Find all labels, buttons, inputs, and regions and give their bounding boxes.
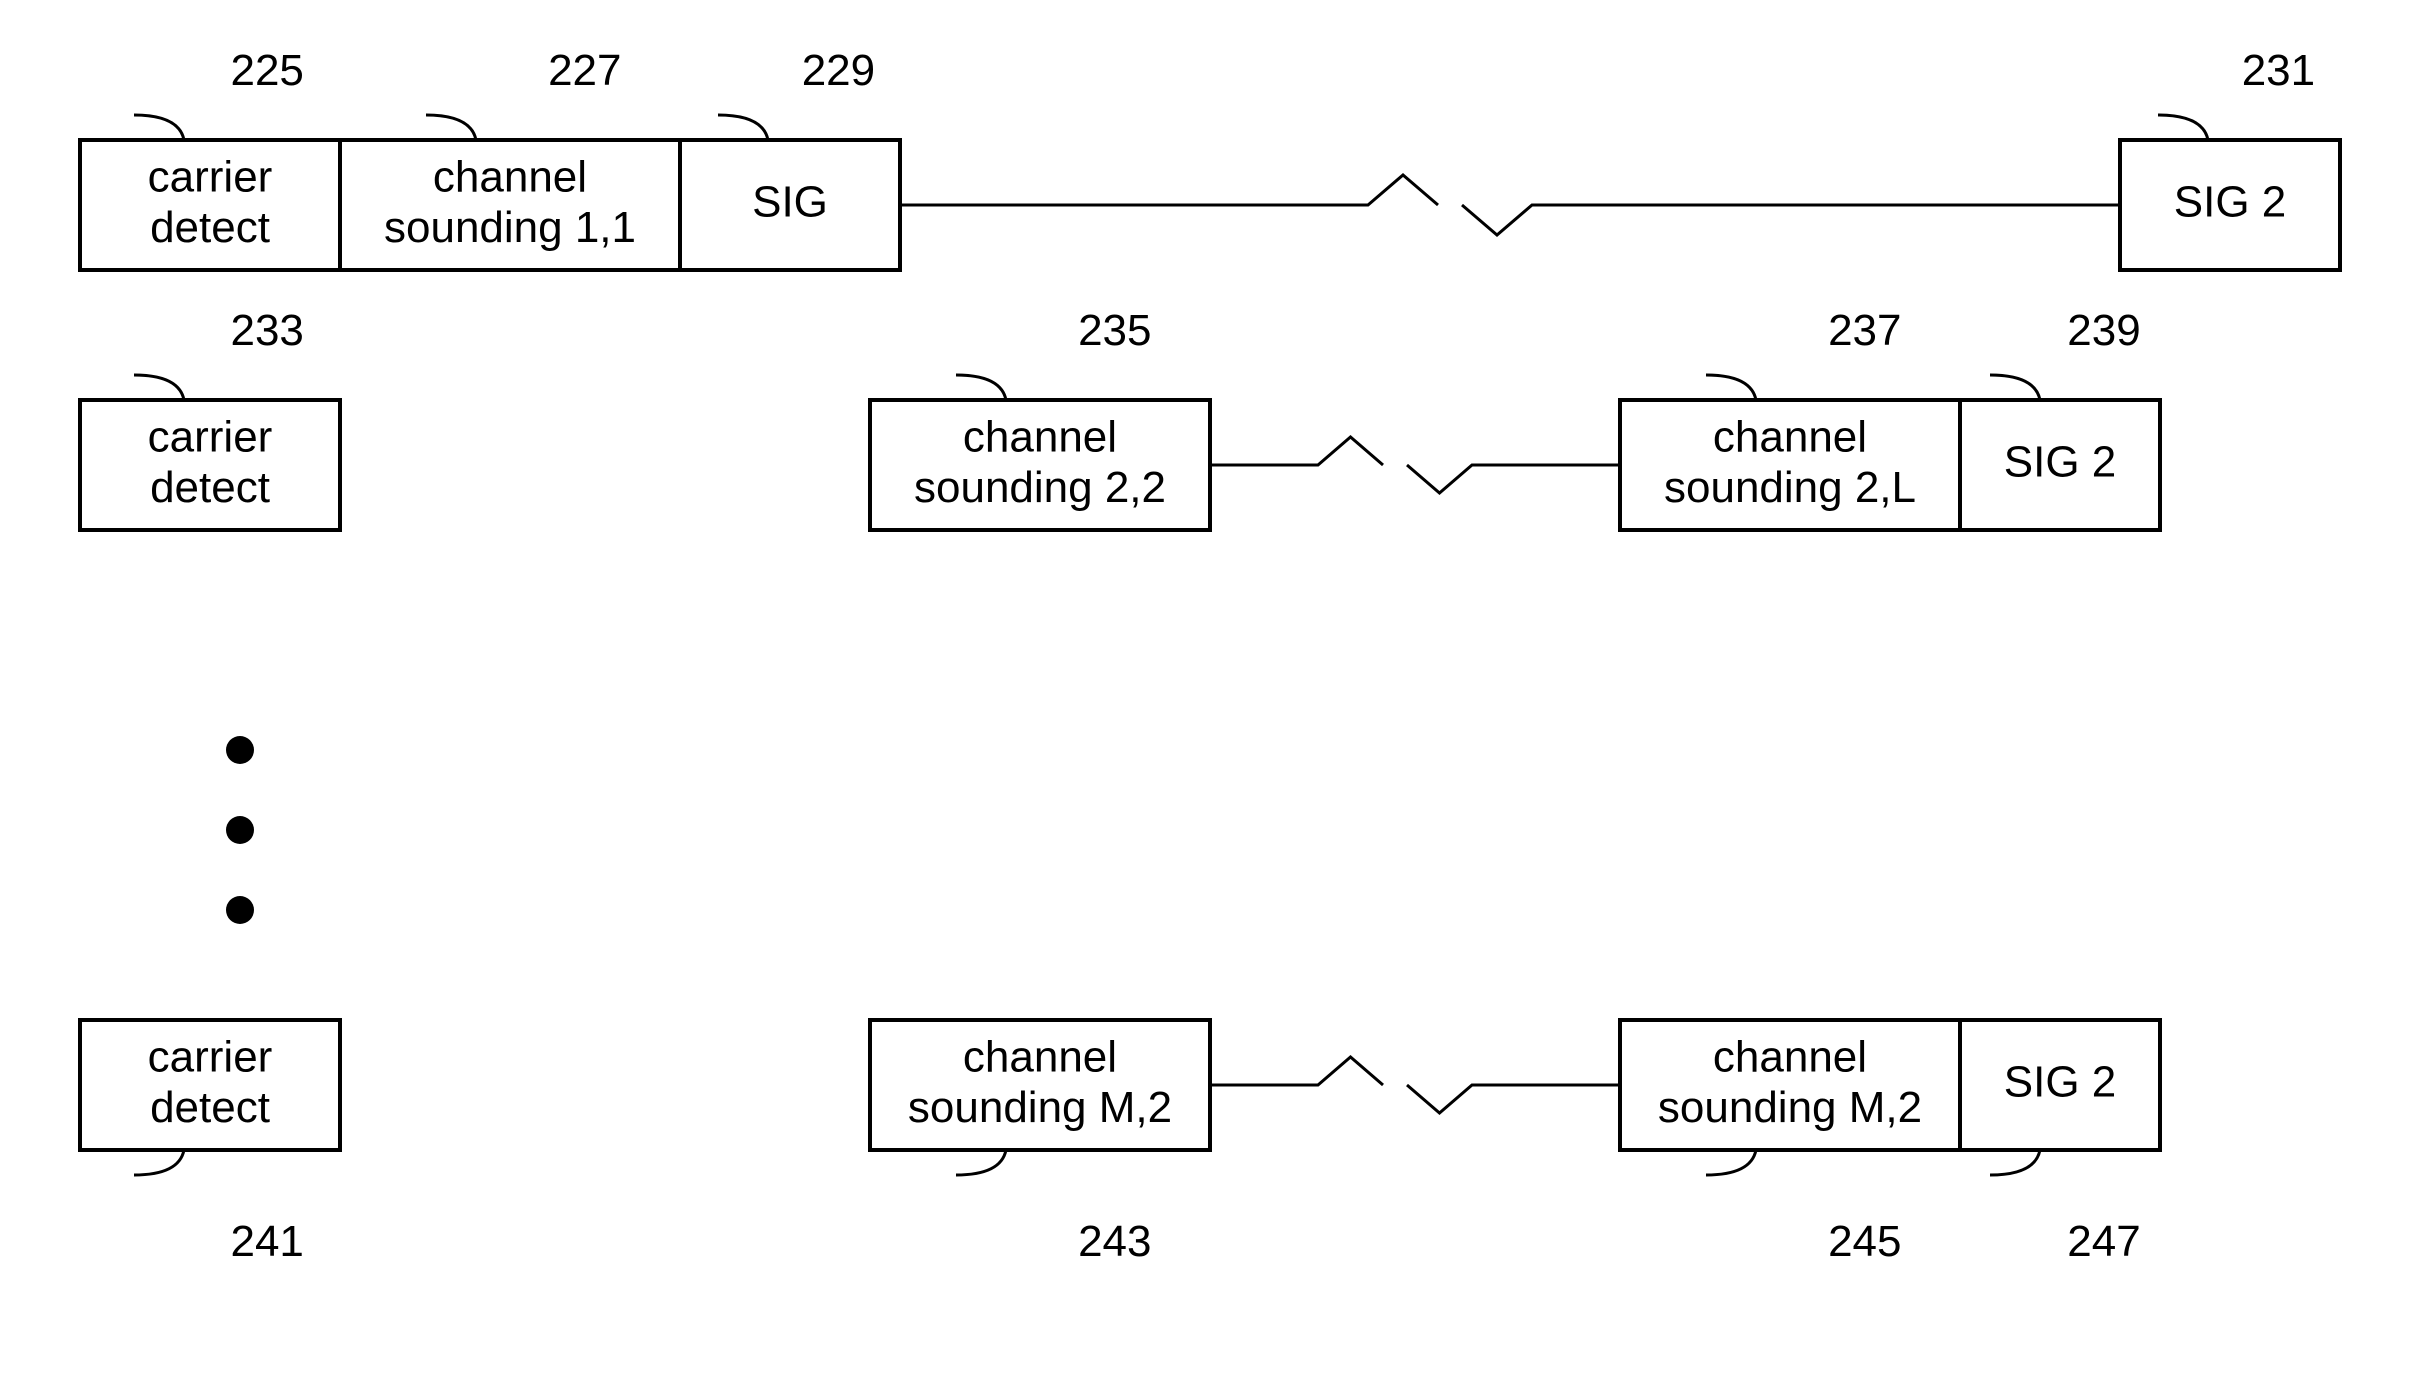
box-label-line: SIG 2: [2004, 1058, 2117, 1107]
ref-lead-235: [956, 375, 1006, 400]
ref-label-245: 245: [1828, 1217, 1901, 1266]
box-label-line: sounding 1,1: [384, 203, 636, 252]
box-label-line: carrier: [148, 1032, 273, 1081]
row3-b247: SIG 2 247: [1960, 1020, 2160, 1266]
row2-connector-right: [1407, 465, 1620, 493]
ref-lead-227: [426, 115, 476, 140]
box-label-line: channel: [1713, 412, 1867, 461]
row1-b229: SIG 229: [680, 46, 900, 270]
ref-label-229: 229: [802, 46, 875, 95]
box-label-line: SIG 2: [2174, 178, 2287, 227]
box-label-line: channel: [1713, 1032, 1867, 1081]
ref-label-225: 225: [230, 46, 303, 95]
row1-b231: SIG 2 231: [2120, 46, 2340, 270]
ref-label-243: 243: [1078, 1217, 1151, 1266]
row2-connector-left: [1210, 437, 1383, 465]
row3-b245: channelsounding M,2 245: [1620, 1020, 1960, 1266]
row2-b239: SIG 2 239: [1960, 306, 2160, 530]
ref-lead-239: [1990, 375, 2040, 400]
ref-label-247: 247: [2067, 1217, 2140, 1266]
row2-b235: channelsounding 2,2 235: [870, 306, 1210, 530]
vdots-dot: [226, 736, 254, 764]
ref-label-237: 237: [1828, 306, 1901, 355]
ref-label-235: 235: [1078, 306, 1151, 355]
vdots-dot: [226, 896, 254, 924]
ref-lead-237: [1706, 375, 1756, 400]
box-label-line: sounding 2,2: [914, 463, 1166, 512]
ref-label-233: 233: [230, 306, 303, 355]
ref-label-231: 231: [2242, 46, 2315, 95]
ref-lead-233: [134, 375, 184, 400]
row1-b225: carrierdetect 225: [80, 46, 340, 270]
row1-connector-left: [900, 175, 1438, 205]
row3-connector-left: [1210, 1057, 1383, 1085]
ref-label-241: 241: [230, 1217, 303, 1266]
box-label-line: detect: [150, 203, 270, 252]
box-label-line: carrier: [148, 152, 273, 201]
box-label-line: sounding M,2: [908, 1083, 1172, 1132]
box-label-line: sounding 2,L: [1664, 463, 1916, 512]
ref-label-239: 239: [2067, 306, 2140, 355]
box-label-line: SIG 2: [2004, 438, 2117, 487]
row1-connector-right: [1462, 205, 2120, 235]
box-label-line: sounding M,2: [1658, 1083, 1922, 1132]
box-label-line: channel: [433, 152, 587, 201]
ref-lead-229: [718, 115, 768, 140]
ref-lead-243: [956, 1150, 1006, 1175]
ref-label-227: 227: [548, 46, 621, 95]
ref-lead-245: [1706, 1150, 1756, 1175]
ref-lead-231: [2158, 115, 2208, 140]
box-label-line: channel: [963, 1032, 1117, 1081]
vdots-dot: [226, 816, 254, 844]
box-label-line: SIG: [752, 178, 828, 227]
row3-b243: channelsounding M,2 243: [870, 1020, 1210, 1266]
ref-lead-247: [1990, 1150, 2040, 1175]
box-label-line: channel: [963, 412, 1117, 461]
box-label-line: carrier: [148, 412, 273, 461]
ref-lead-225: [134, 115, 184, 140]
row2-b237: channelsounding 2,L 237: [1620, 306, 1960, 530]
row2-b233: carrierdetect 233: [80, 306, 340, 530]
box-label-line: detect: [150, 1083, 270, 1132]
row3-b241: carrierdetect 241: [80, 1020, 340, 1266]
row3-connector-right: [1407, 1085, 1620, 1113]
row1-b227: channelsounding 1,1 227: [340, 46, 680, 270]
ref-lead-241: [134, 1150, 184, 1175]
box-label-line: detect: [150, 463, 270, 512]
